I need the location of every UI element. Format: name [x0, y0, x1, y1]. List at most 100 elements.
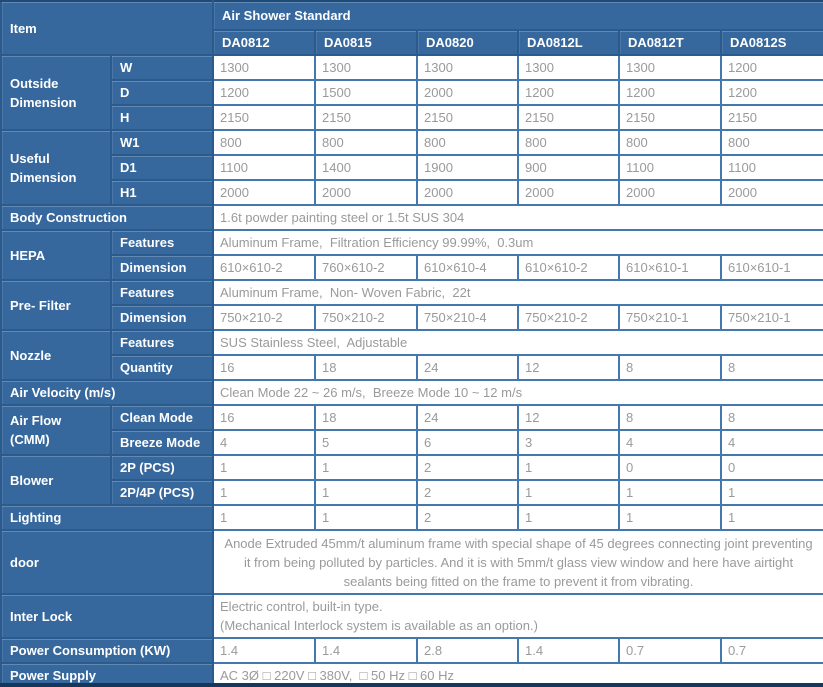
- row-label-h1: H1: [109, 179, 215, 206]
- value-cell-air-velocity: Clean Mode 22 ~ 26 m/s, Breeze Mode 10 ~…: [212, 379, 823, 406]
- value-cell: 2000: [618, 179, 723, 206]
- row-group-hepa: HEPA: [0, 229, 112, 281]
- value-cell: 760×610-2: [314, 254, 419, 281]
- row-group-blower: Blower: [0, 454, 112, 506]
- value-cell: 1: [212, 479, 317, 506]
- value-cell: 6: [416, 429, 520, 456]
- row-label-d: D: [109, 79, 215, 106]
- value-cell: 0.7: [720, 637, 823, 664]
- value-cell: 750×210-2: [314, 304, 419, 331]
- value-cell-hepa-features: Aluminum Frame, Filtration Efficiency 99…: [212, 229, 823, 256]
- value-cell: 8: [720, 354, 823, 381]
- value-cell: 5: [314, 429, 419, 456]
- value-cell: 2000: [416, 79, 520, 106]
- table-title: Air Shower Standard: [212, 0, 823, 31]
- row-label-inter-lock: Inter Lock: [0, 593, 215, 639]
- value-cell: 2.8: [416, 637, 520, 664]
- row-label-nozzle-quantity: Quantity: [109, 354, 215, 381]
- value-cell: 750×210-1: [720, 304, 823, 331]
- value-cell: 1200: [212, 79, 317, 106]
- row-label-d1: D1: [109, 154, 215, 181]
- row-label-w: W: [109, 54, 215, 81]
- value-cell: 4: [720, 429, 823, 456]
- value-cell: 800: [618, 129, 723, 156]
- value-cell: 1.4: [517, 637, 621, 664]
- value-cell: 2000: [720, 179, 823, 206]
- value-cell: 2150: [618, 104, 723, 131]
- row-label-power-supply: Power Supply: [0, 662, 215, 683]
- value-cell: 1100: [212, 154, 317, 181]
- value-cell: 800: [212, 129, 317, 156]
- value-cell: 2000: [212, 179, 317, 206]
- value-cell: 1: [314, 454, 419, 481]
- value-cell: 18: [314, 354, 419, 381]
- row-group-useful-dimension: Useful Dimension: [0, 129, 112, 206]
- value-cell: 1.4: [212, 637, 317, 664]
- row-group-air-flow: Air Flow (CMM): [0, 404, 112, 456]
- value-cell: 750×210-1: [618, 304, 723, 331]
- inter-lock-line2: (Mechanical Interlock system is availabl…: [220, 618, 538, 633]
- value-cell: 1300: [314, 54, 419, 81]
- value-cell: 800: [416, 129, 520, 156]
- value-cell: 0: [618, 454, 723, 481]
- value-cell: 2000: [314, 179, 419, 206]
- value-cell: 1: [212, 454, 317, 481]
- row-group-pre-filter: Pre- Filter: [0, 279, 112, 331]
- value-cell: 1300: [416, 54, 520, 81]
- row-label-prefilter-features: Features: [109, 279, 215, 306]
- row-label-2p: 2P (PCS): [109, 454, 215, 481]
- model-header-da0812s: DA0812S: [720, 29, 823, 56]
- value-cell: 1: [517, 504, 621, 531]
- value-cell: 1: [314, 504, 419, 531]
- value-cell: 0: [720, 454, 823, 481]
- item-header-cell: Item: [0, 0, 215, 56]
- value-cell: 1400: [314, 154, 419, 181]
- value-cell: 8: [618, 404, 723, 431]
- value-cell: 610×610-2: [212, 254, 317, 281]
- value-cell: 2150: [212, 104, 317, 131]
- value-cell-body-construction: 1.6t powder painting steel or 1.5t SUS 3…: [212, 204, 823, 231]
- value-cell: 12: [517, 354, 621, 381]
- value-cell: 24: [416, 354, 520, 381]
- row-label-hepa-dimension: Dimension: [109, 254, 215, 281]
- value-cell-door: Anode Extruded 45mm/t aluminum frame wit…: [212, 529, 823, 595]
- value-cell: 1: [517, 454, 621, 481]
- row-label-air-velocity: Air Velocity (m/s): [0, 379, 215, 406]
- value-cell: 2000: [416, 179, 520, 206]
- value-cell: 1100: [618, 154, 723, 181]
- model-header-da0812: DA0812: [212, 29, 317, 56]
- value-cell-nozzle-features: SUS Stainless Steel, Adjustable: [212, 329, 823, 356]
- row-label-power-consumption: Power Consumption (KW): [0, 637, 215, 664]
- value-cell: 1: [720, 479, 823, 506]
- value-cell: 0.7: [618, 637, 723, 664]
- value-cell: 8: [618, 354, 723, 381]
- value-cell: 2150: [517, 104, 621, 131]
- value-cell: 1200: [720, 79, 823, 106]
- value-cell: 2150: [720, 104, 823, 131]
- row-label-w1: W1: [109, 129, 215, 156]
- row-label-2p4p: 2P/4P (PCS): [109, 479, 215, 506]
- row-label-door: door: [0, 529, 215, 595]
- value-cell: 1: [618, 504, 723, 531]
- value-cell: 1200: [720, 54, 823, 81]
- value-cell: 610×610-4: [416, 254, 520, 281]
- model-header-da0815: DA0815: [314, 29, 419, 56]
- value-cell: 750×210-2: [212, 304, 317, 331]
- value-cell: 1: [720, 504, 823, 531]
- row-label-hepa-features: Features: [109, 229, 215, 256]
- value-cell: 1300: [212, 54, 317, 81]
- row-label-nozzle-features: Features: [109, 329, 215, 356]
- value-cell: 1300: [618, 54, 723, 81]
- value-cell: 1900: [416, 154, 520, 181]
- value-cell: 900: [517, 154, 621, 181]
- value-cell-prefilter-features: Aluminum Frame, Non- Woven Fabric, 22t: [212, 279, 823, 306]
- value-cell: 800: [720, 129, 823, 156]
- value-cell: 750×210-2: [517, 304, 621, 331]
- value-cell: 8: [720, 404, 823, 431]
- value-cell: 610×610-1: [618, 254, 723, 281]
- value-cell: 16: [212, 404, 317, 431]
- value-cell: 1: [618, 479, 723, 506]
- value-cell-power-supply: AC 3Ø □ 220V □ 380V, □ 50 Hz □ 60 Hz: [212, 662, 823, 683]
- row-label-lighting: Lighting: [0, 504, 215, 531]
